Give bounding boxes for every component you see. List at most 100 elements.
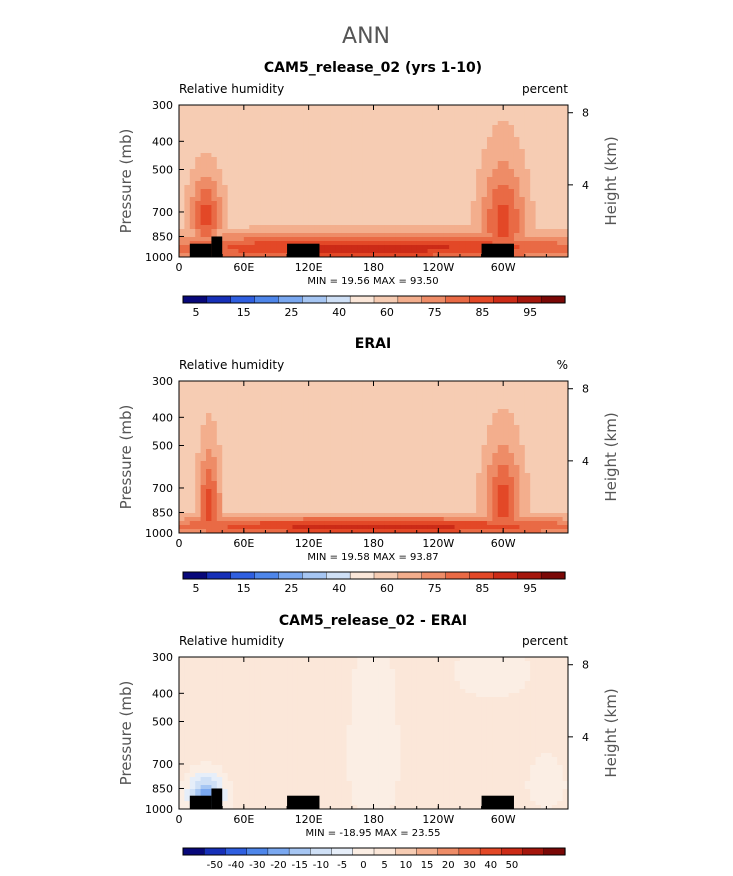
field-cell bbox=[292, 469, 298, 474]
field-cell bbox=[346, 153, 352, 158]
field-cell bbox=[346, 117, 352, 122]
field-cell bbox=[303, 221, 309, 226]
field-cell bbox=[530, 161, 536, 166]
field-cell bbox=[379, 133, 385, 138]
field-cell bbox=[336, 109, 342, 114]
field-cell bbox=[455, 461, 461, 466]
field-cell bbox=[260, 221, 266, 226]
field-cell bbox=[222, 393, 228, 398]
field-cell bbox=[428, 457, 434, 462]
field-cell bbox=[287, 189, 293, 194]
field-cell bbox=[260, 249, 266, 254]
field-cell bbox=[179, 489, 185, 494]
field-cell bbox=[482, 469, 488, 474]
field-cell bbox=[401, 485, 407, 490]
field-cell bbox=[519, 165, 525, 170]
field-cell bbox=[303, 169, 309, 174]
field-cell bbox=[184, 473, 190, 478]
field-cell bbox=[260, 489, 266, 494]
field-cell bbox=[244, 129, 250, 134]
field-cell bbox=[325, 453, 331, 458]
field-cell bbox=[530, 453, 536, 458]
field-cell bbox=[465, 225, 471, 230]
field-cell bbox=[552, 113, 558, 118]
field-cell bbox=[536, 457, 542, 462]
field-cell bbox=[401, 117, 407, 122]
field-cell bbox=[282, 381, 288, 386]
field-cell bbox=[406, 437, 412, 442]
field-cell bbox=[206, 145, 212, 150]
field-cell bbox=[503, 213, 509, 218]
field-cell bbox=[471, 465, 477, 470]
field-cell bbox=[465, 457, 471, 462]
field-cell bbox=[557, 241, 563, 246]
field-cell bbox=[341, 149, 347, 154]
field-cell bbox=[552, 125, 558, 130]
field-cell bbox=[233, 389, 239, 394]
field-cell bbox=[519, 441, 525, 446]
field-cell bbox=[330, 489, 336, 494]
field-cell bbox=[363, 153, 369, 158]
field-cell bbox=[233, 469, 239, 474]
field-cell bbox=[303, 225, 309, 230]
field-cell bbox=[487, 493, 493, 498]
field-cell bbox=[255, 197, 261, 202]
field-cell bbox=[282, 489, 288, 494]
field-cell bbox=[406, 153, 412, 158]
field-cell bbox=[557, 113, 563, 118]
field-cell bbox=[238, 393, 244, 398]
field-cell bbox=[379, 437, 385, 442]
field-cell bbox=[238, 497, 244, 502]
field-cell bbox=[363, 461, 369, 466]
field-cell bbox=[509, 141, 515, 146]
field-cell bbox=[449, 121, 455, 126]
field-cell bbox=[276, 249, 282, 254]
field-cell bbox=[401, 113, 407, 118]
field-cell bbox=[438, 469, 444, 474]
field-cell bbox=[276, 133, 282, 138]
field-cell bbox=[206, 237, 212, 242]
field-cell bbox=[314, 149, 320, 154]
field-cell bbox=[346, 157, 352, 162]
field-cell bbox=[460, 177, 466, 182]
field-cell bbox=[314, 173, 320, 178]
field-cell bbox=[536, 465, 542, 470]
field-cell bbox=[282, 225, 288, 230]
field-cell bbox=[390, 141, 396, 146]
field-cell bbox=[368, 205, 374, 210]
field-cell bbox=[471, 237, 477, 242]
field-cell bbox=[530, 477, 536, 482]
field-cell bbox=[298, 229, 304, 234]
field-cell bbox=[401, 489, 407, 494]
field-cell bbox=[201, 105, 207, 110]
field-cell bbox=[201, 381, 207, 386]
field-cell bbox=[346, 473, 352, 478]
field-cell bbox=[244, 121, 250, 126]
field-cell bbox=[346, 229, 352, 234]
field-cell bbox=[303, 425, 309, 430]
field-cell bbox=[503, 177, 509, 182]
field-cell bbox=[336, 197, 342, 202]
field-cell bbox=[374, 421, 380, 426]
field-cell bbox=[492, 153, 498, 158]
field-cell bbox=[492, 205, 498, 210]
field-cell bbox=[336, 133, 342, 138]
field-cell bbox=[336, 453, 342, 458]
field-cell bbox=[287, 229, 293, 234]
field-cell bbox=[487, 161, 493, 166]
field-cell bbox=[433, 129, 439, 134]
field-cell bbox=[330, 133, 336, 138]
field-cell bbox=[503, 449, 509, 454]
field-cell bbox=[438, 397, 444, 402]
field-cell bbox=[309, 421, 315, 426]
field-cell bbox=[449, 145, 455, 150]
field-cell bbox=[438, 173, 444, 178]
field-cell bbox=[195, 393, 201, 398]
field-cell bbox=[352, 241, 358, 246]
field-cell bbox=[417, 453, 423, 458]
field-cell bbox=[546, 405, 552, 410]
field-cell bbox=[190, 425, 196, 430]
field-cell bbox=[406, 217, 412, 222]
field-cell bbox=[536, 181, 542, 186]
field-cell bbox=[541, 497, 547, 502]
